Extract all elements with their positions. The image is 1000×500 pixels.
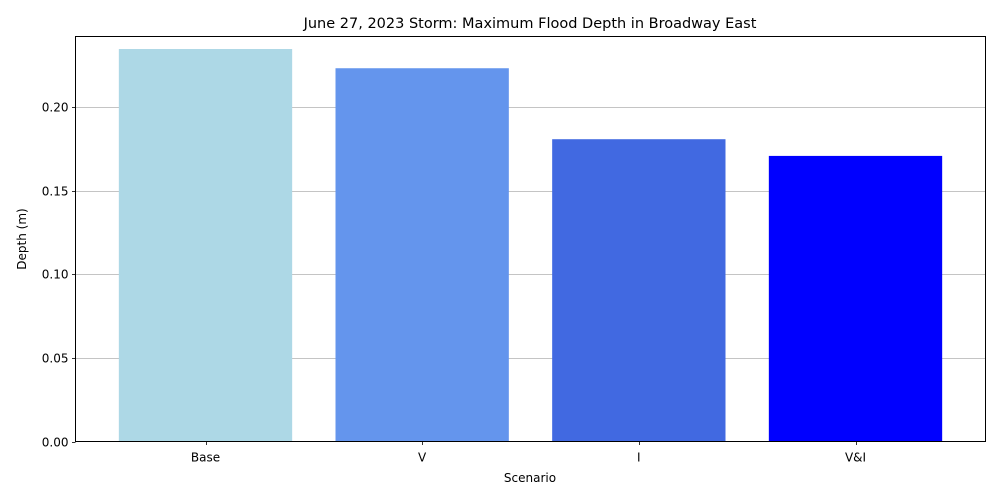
y-tick-label: 0.00 xyxy=(42,436,69,450)
x-tick-label: V xyxy=(418,451,427,465)
bar-v xyxy=(335,68,509,442)
y-axis-label: Depth (m) xyxy=(15,208,29,269)
x-tick-label: I xyxy=(637,451,641,465)
y-tick-label: 0.05 xyxy=(42,352,69,366)
x-tick-label: Base xyxy=(191,451,220,465)
x-tick-label: V&I xyxy=(845,451,866,465)
y-tick-label: 0.20 xyxy=(42,101,69,115)
y-tick-label: 0.10 xyxy=(42,268,69,282)
plot-frame xyxy=(75,36,986,442)
bar-v-i xyxy=(768,155,943,442)
bar-base xyxy=(118,49,293,442)
bars xyxy=(118,49,943,442)
y-tick-label: 0.15 xyxy=(42,185,69,199)
chart-title: June 27, 2023 Storm: Maximum Flood Depth… xyxy=(303,16,757,32)
bar-i xyxy=(552,139,726,442)
x-axis-label: Scenario xyxy=(504,471,556,485)
axis-ticks: 0.00 0.05 0.10 0.15 0.20 Base V I V&I xyxy=(42,101,866,465)
